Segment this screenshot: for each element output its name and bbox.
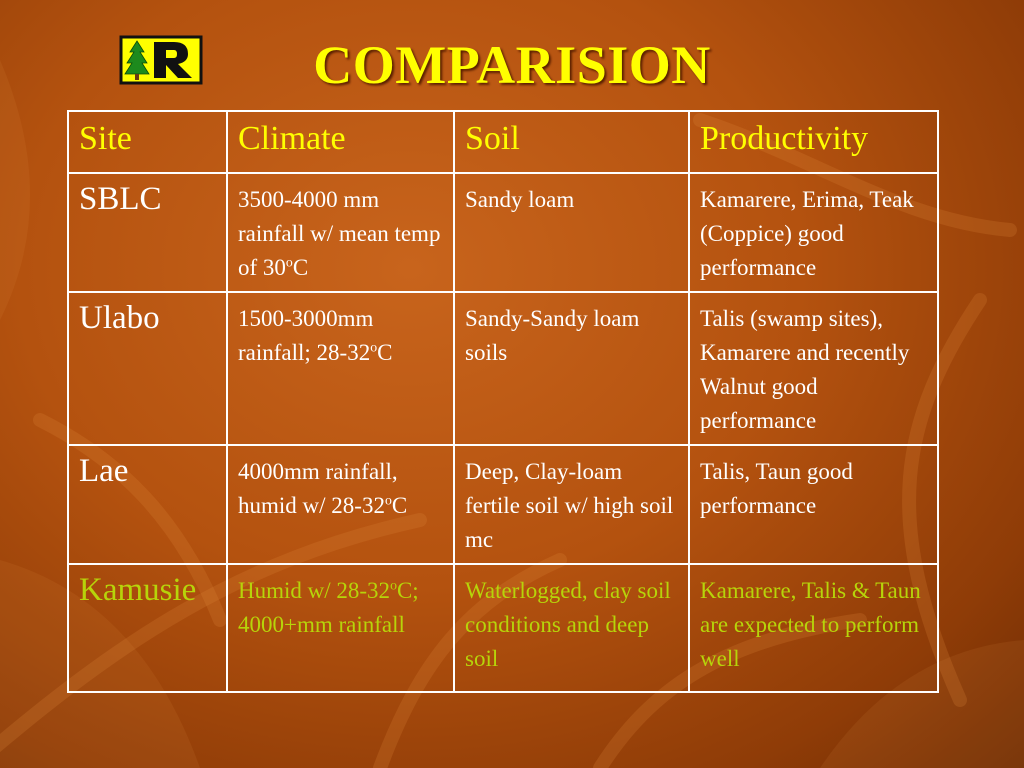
degree-symbol: o <box>285 254 293 270</box>
site-cell: Lae <box>67 444 228 565</box>
header-soil: Soil <box>453 110 690 174</box>
soil-cell: Waterlogged, clay soil conditions and de… <box>453 563 690 693</box>
table-row-ulabo: Ulabo 1500-3000mm rainfall; 28-32oC Sand… <box>67 291 939 446</box>
site-cell: Kamusie <box>67 563 228 693</box>
soil-cell: Deep, Clay-loam fertile soil w/ high soi… <box>453 444 690 565</box>
table-row-lae: Lae 4000mm rainfall, humid w/ 28-32oC De… <box>67 444 939 565</box>
soil-cell: Sandy-Sandy loam soils <box>453 291 690 446</box>
climate-cell: 3500-4000 mm rainfall w/ mean temp of 30… <box>226 172 455 293</box>
table-header-row: Site Climate Soil Productivity <box>67 110 939 174</box>
soil-cell: Sandy loam <box>453 172 690 293</box>
climate-text: Humid w/ 28-32 <box>238 578 391 603</box>
site-cell: Ulabo <box>67 291 228 446</box>
header-productivity: Productivity <box>688 110 939 174</box>
table-row-kamusie: Kamusie Humid w/ 28-32oC; 4000+mm rainfa… <box>67 563 939 693</box>
productivity-cell: Kamarere, Talis & Taun are expected to p… <box>688 563 939 693</box>
site-cell: SBLC <box>67 172 228 293</box>
header-climate: Climate <box>226 110 455 174</box>
climate-unit: C <box>391 493 408 518</box>
comparison-table: Site Climate Soil Productivity SBLC 3500… <box>67 110 939 693</box>
climate-unit: C <box>292 255 309 280</box>
header-site: Site <box>67 110 228 174</box>
degree-symbol: o <box>370 339 378 355</box>
degree-symbol: o <box>384 492 392 508</box>
forest-logo <box>119 35 203 85</box>
productivity-cell: Talis (swamp sites), Kamarere and recent… <box>688 291 939 446</box>
climate-text: 4000mm rainfall, humid w/ 28-32 <box>238 459 398 518</box>
climate-cell: 1500-3000mm rainfall; 28-32oC <box>226 291 455 446</box>
climate-unit: C <box>377 340 393 365</box>
climate-unit: C; 4000+mm rainfall <box>238 578 419 637</box>
degree-symbol: o <box>390 577 397 593</box>
climate-cell: Humid w/ 28-32oC; 4000+mm rainfall <box>226 563 455 693</box>
climate-text: 3500-4000 mm rainfall w/ mean temp of 30 <box>238 187 441 280</box>
slide-title: COMPARISION <box>313 35 711 95</box>
table-row-sblc: SBLC 3500-4000 mm rainfall w/ mean temp … <box>67 172 939 293</box>
productivity-cell: Talis, Taun good performance <box>688 444 939 565</box>
climate-cell: 4000mm rainfall, humid w/ 28-32oC <box>226 444 455 565</box>
productivity-cell: Kamarere, Erima, Teak (Coppice) good per… <box>688 172 939 293</box>
climate-text: 1500-3000mm rainfall; 28-32 <box>238 306 374 365</box>
